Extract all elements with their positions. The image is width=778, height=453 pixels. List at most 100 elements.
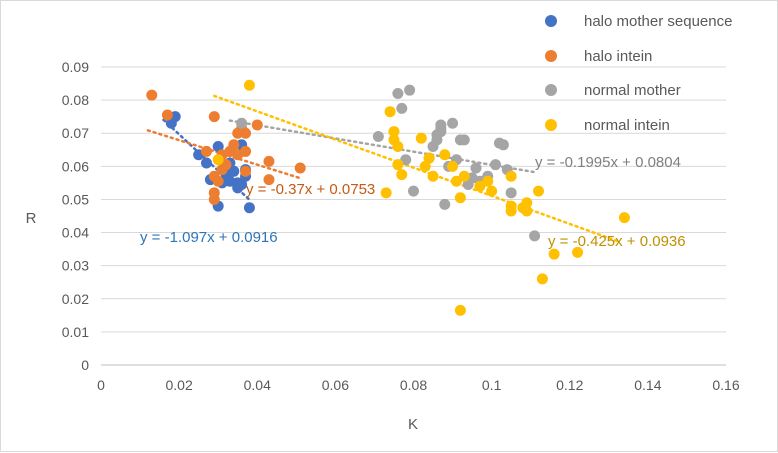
data-point bbox=[454, 192, 466, 204]
data-point bbox=[458, 134, 470, 146]
x-tick-label: 0.14 bbox=[634, 377, 661, 393]
data-point bbox=[208, 193, 220, 205]
y-tick-labels: 0 0.01 0.02 0.03 0.04 0.05 0.06 0.07 0.08 0.09 bbox=[62, 59, 89, 373]
data-point bbox=[294, 162, 306, 174]
data-point bbox=[236, 179, 248, 191]
data-point bbox=[521, 205, 533, 217]
data-point bbox=[454, 304, 466, 316]
legend: halo mother sequence halo intein normal mo… bbox=[545, 13, 732, 134]
data-point bbox=[380, 187, 392, 199]
data-point bbox=[415, 132, 427, 144]
x-axis-label: K bbox=[408, 416, 418, 433]
x-tick-label: 0.12 bbox=[556, 377, 583, 393]
data-point bbox=[482, 175, 494, 187]
y-tick-label: 0.05 bbox=[62, 191, 89, 207]
data-point bbox=[450, 175, 462, 187]
data-point bbox=[486, 185, 498, 197]
x-tick-label: 0.02 bbox=[166, 377, 193, 393]
data-point bbox=[497, 139, 509, 151]
data-point bbox=[200, 157, 212, 169]
y-tick-label: 0.07 bbox=[62, 125, 89, 141]
data-point bbox=[618, 212, 630, 224]
data-point bbox=[521, 197, 533, 209]
data-point bbox=[533, 185, 544, 197]
y-axis-label: R bbox=[26, 210, 37, 227]
data-point bbox=[212, 140, 224, 152]
trendline bbox=[228, 119, 536, 174]
trendline-equation: y = -1.097x + 0.0916 bbox=[140, 229, 278, 246]
data-point bbox=[548, 248, 560, 260]
data-point bbox=[536, 273, 548, 285]
y-tick-label: 0.06 bbox=[62, 158, 89, 174]
data-point bbox=[505, 205, 517, 217]
data-point bbox=[384, 106, 396, 118]
data-point bbox=[236, 117, 248, 129]
data-point bbox=[208, 111, 220, 123]
data-point bbox=[392, 159, 404, 171]
y-tick-label: 0.03 bbox=[62, 258, 89, 274]
x-tick-label: 0.16 bbox=[712, 377, 739, 393]
trendline-equation: y = -0.37x + 0.0753 bbox=[246, 181, 375, 198]
data-point bbox=[427, 170, 439, 182]
trendline bbox=[213, 94, 622, 244]
data-points bbox=[146, 79, 630, 316]
legend-marker bbox=[545, 50, 557, 62]
x-tick-label: 0.06 bbox=[322, 377, 349, 393]
x-tick-label: 0 bbox=[97, 377, 105, 393]
data-point bbox=[243, 202, 255, 214]
data-point bbox=[505, 170, 517, 182]
data-point bbox=[435, 122, 447, 134]
data-point bbox=[423, 152, 435, 164]
data-point bbox=[404, 84, 416, 96]
data-point bbox=[396, 102, 408, 114]
x-tick-labels: 0 0.02 0.04 0.06 0.08 0.1 0.12 0.14 0.16 bbox=[97, 377, 740, 393]
x-tick-label: 0.04 bbox=[244, 377, 271, 393]
legend-label: normal intein bbox=[584, 117, 670, 134]
data-point bbox=[474, 180, 486, 192]
data-point bbox=[439, 149, 451, 161]
data-point bbox=[243, 79, 255, 91]
data-point bbox=[146, 89, 158, 101]
data-point bbox=[263, 174, 275, 186]
data-point bbox=[572, 246, 584, 258]
data-point bbox=[240, 145, 252, 157]
data-point bbox=[161, 109, 173, 121]
data-point bbox=[439, 198, 451, 210]
data-point bbox=[431, 134, 443, 146]
trendline-equations: y = -1.097x + 0.0916 y = -0.37x + 0.0753 y… bbox=[140, 154, 686, 250]
data-point bbox=[392, 87, 404, 99]
y-tick-label: 0.01 bbox=[62, 324, 89, 340]
data-point bbox=[228, 165, 240, 177]
grid-lines bbox=[101, 66, 726, 366]
y-tick-label: 0.08 bbox=[62, 92, 89, 108]
data-point bbox=[372, 131, 384, 143]
data-point bbox=[408, 185, 419, 197]
data-point bbox=[220, 159, 232, 171]
data-point bbox=[447, 160, 459, 172]
x-tick-label: 0.08 bbox=[400, 377, 427, 393]
data-point bbox=[419, 160, 431, 172]
data-point bbox=[392, 140, 404, 152]
data-point bbox=[263, 155, 275, 167]
y-tick-label: 0.09 bbox=[62, 59, 89, 75]
data-point bbox=[505, 187, 517, 199]
data-point bbox=[396, 169, 408, 181]
data-point bbox=[529, 230, 541, 242]
data-point bbox=[388, 126, 400, 138]
trendline-equation: y = -0.425x + 0.0936 bbox=[548, 233, 686, 250]
y-tick-label: 0.04 bbox=[62, 225, 89, 241]
data-point bbox=[240, 165, 252, 177]
y-tick-label: 0.02 bbox=[62, 291, 89, 307]
legend-marker bbox=[545, 119, 557, 131]
legend-label: halo mother sequence bbox=[584, 13, 732, 30]
y-tick-label: 0 bbox=[81, 357, 89, 373]
data-point bbox=[251, 119, 263, 131]
data-point bbox=[458, 170, 470, 182]
data-point bbox=[240, 127, 252, 139]
data-point bbox=[400, 154, 412, 166]
data-point bbox=[212, 154, 224, 166]
legend-label: normal mother bbox=[584, 82, 681, 99]
x-tick-label: 0.1 bbox=[482, 377, 502, 393]
